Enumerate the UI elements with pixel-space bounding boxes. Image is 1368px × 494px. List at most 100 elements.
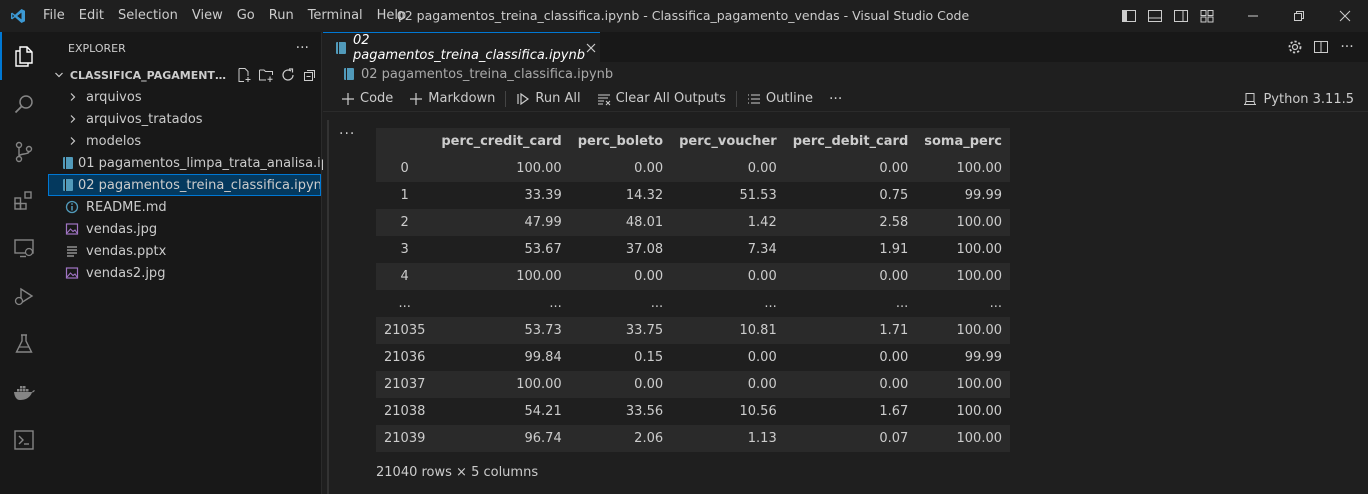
tree-item-label: vendas.pptx [86, 243, 167, 259]
dataframe-shape: 21040 rows × 5 columns [376, 465, 539, 480]
menu-go[interactable]: Go [236, 8, 255, 23]
new-file-icon[interactable] [233, 64, 255, 86]
run-debug-icon[interactable] [0, 272, 48, 320]
editor-area: 02 pagamentos_treina_classifica.ipynb ··… [323, 32, 1368, 494]
menu-terminal[interactable]: Terminal [307, 8, 363, 23]
search-icon[interactable] [0, 80, 48, 128]
toolbar-divider [505, 90, 507, 107]
tree-item-label: 02 pagamentos_treina_classifica.ipynb [78, 177, 331, 193]
tab-actions: ··· [1282, 32, 1360, 62]
tree-file-item[interactable]: 01 pagamentos_limpa_trata_analisa.ipynb [48, 152, 353, 174]
docker-icon[interactable] [0, 368, 48, 416]
table-cell: 0.00 [569, 263, 672, 290]
kernel-icon [1243, 92, 1257, 106]
toggle-primary-sidebar-icon[interactable] [1116, 0, 1142, 32]
table-cell: 1.91 [784, 236, 917, 263]
table-cell: 100.00 [916, 425, 1010, 452]
table-cell: 14.32 [569, 182, 672, 209]
tree-folder-item[interactable]: modelos [48, 130, 321, 152]
table-row: 4 100.00 0.00 0.00 0.00 100.00 [376, 263, 1010, 290]
row-index: 21037 [376, 371, 434, 398]
split-editor-icon[interactable] [1308, 32, 1334, 62]
table-cell: 51.53 [671, 182, 785, 209]
menu-view[interactable]: View [191, 8, 223, 23]
table-cell: 53.73 [433, 317, 570, 344]
toolbar-more-button[interactable]: ··· [828, 90, 843, 107]
table-cell: 99.99 [916, 182, 1010, 209]
menu-edit[interactable]: Edit [78, 8, 104, 23]
table-cell: 53.67 [433, 236, 570, 263]
table-row: 21035 53.73 33.75 10.81 1.71 100.00 [376, 317, 1010, 344]
menu-run[interactable]: Run [268, 8, 294, 23]
menu-help[interactable]: Help [376, 8, 407, 23]
minimize-icon[interactable] [1230, 0, 1276, 32]
customize-layout-icon[interactable] [1194, 0, 1220, 32]
table-cell: 7.34 [671, 236, 785, 263]
sidebar-more-button[interactable]: ··· [295, 40, 309, 56]
list-icon [747, 92, 761, 106]
extensions-icon[interactable] [0, 176, 48, 224]
restore-icon[interactable] [1276, 0, 1322, 32]
collapse-all-icon[interactable] [299, 64, 321, 86]
tab-notebook[interactable]: 02 pagamentos_treina_classifica.ipynb [323, 32, 600, 63]
testing-icon[interactable] [0, 320, 48, 368]
table-cell: 100.00 [433, 371, 570, 398]
terminal-icon[interactable] [0, 416, 48, 464]
remote-explorer-icon[interactable] [0, 224, 48, 272]
sidebar-header: EXPLORER ··· [48, 32, 321, 64]
table-row: 21039 96.74 2.06 1.13 0.07 100.00 [376, 425, 1010, 452]
tree-item-label: 01 pagamentos_limpa_trata_analisa.ipynb [78, 155, 354, 171]
tree-folder-item[interactable]: arquivos [48, 86, 321, 108]
table-cell: 10.56 [671, 398, 785, 425]
breadcrumb-file[interactable]: 02 pagamentos_treina_classifica.ipynb [361, 66, 614, 82]
plus-icon [409, 92, 423, 106]
table-cell: 0.00 [569, 371, 672, 398]
close-window-icon[interactable] [1322, 0, 1368, 32]
close-icon[interactable] [585, 42, 597, 54]
run-all-button[interactable]: Run All [508, 88, 588, 110]
source-control-icon[interactable] [0, 128, 48, 176]
kernel-picker[interactable]: Python 3.11.5 [1243, 86, 1354, 112]
breadcrumb[interactable]: 02 pagamentos_treina_classifica.ipynb [323, 62, 1368, 86]
notebook-icon [343, 67, 355, 81]
table-cell: 1.13 [671, 425, 785, 452]
table-cell: 0.15 [569, 344, 672, 371]
more-actions-icon[interactable]: ··· [1340, 39, 1354, 55]
table-cell: 1.71 [784, 317, 917, 344]
output-more-button[interactable]: ··· [339, 126, 356, 142]
table-cell: 100.00 [916, 155, 1010, 182]
tree-file-item[interactable]: 02 pagamentos_treina_classifica.ipynb [48, 174, 330, 196]
tree-file-item[interactable]: vendas.pptx [48, 240, 321, 262]
toggle-secondary-sidebar-icon[interactable] [1168, 0, 1194, 32]
menu-file[interactable]: File [43, 8, 65, 23]
refresh-icon[interactable] [277, 64, 299, 86]
tree-file-item[interactable]: README.md [48, 196, 321, 218]
tree-folder-item[interactable]: arquivos_tratados [48, 108, 321, 130]
table-cell: 100.00 [433, 155, 570, 182]
menu-selection[interactable]: Selection [117, 8, 178, 23]
table-cell: ... [569, 290, 672, 317]
tree-file-item[interactable]: vendas2.jpg [48, 262, 321, 284]
workspace-folder-name: CLASSIFICA_PAGAMENTO_V... [69, 68, 229, 82]
add-code-cell-button[interactable]: Code [333, 88, 401, 110]
table-cell: 100.00 [916, 317, 1010, 344]
table-cell: 0.00 [671, 344, 785, 371]
tree-item-label: arquivos_tratados [86, 111, 203, 127]
workspace-folder-header[interactable]: CLASSIFICA_PAGAMENTO_V... [48, 64, 321, 86]
toolbar-divider [735, 90, 737, 107]
table-cell: 96.74 [433, 425, 570, 452]
table-cell: 0.00 [671, 155, 785, 182]
tree-item-label: README.md [86, 199, 167, 215]
add-markdown-cell-button[interactable]: Markdown [401, 88, 503, 110]
table-cell: 100.00 [916, 236, 1010, 263]
title-bar: File Edit Selection View Go Run Terminal Help 0… [0, 0, 1368, 32]
toggle-panel-icon[interactable] [1142, 0, 1168, 32]
sidebar-title: EXPLORER [68, 41, 126, 55]
clear-all-outputs-button[interactable]: Clear All Outputs [589, 88, 734, 110]
table-cell: 37.08 [569, 236, 672, 263]
outline-button[interactable]: Outline [739, 88, 821, 110]
tree-file-item[interactable]: vendas.jpg [48, 218, 321, 240]
gear-icon[interactable] [1282, 32, 1308, 62]
new-folder-icon[interactable] [255, 64, 277, 86]
explorer-icon[interactable] [0, 32, 48, 80]
